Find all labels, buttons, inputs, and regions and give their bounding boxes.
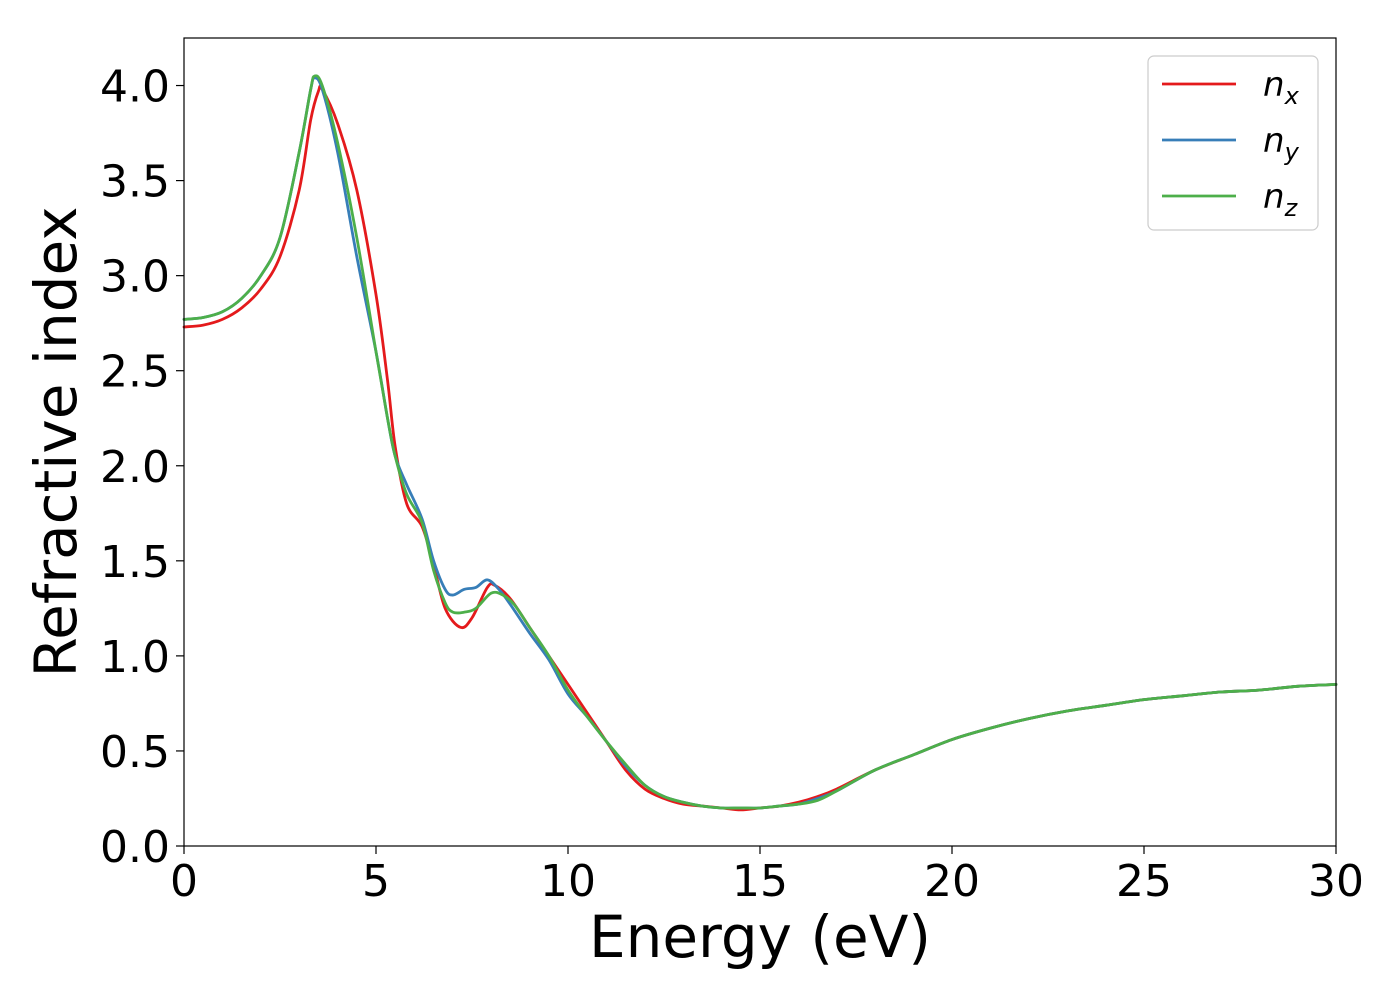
legend: nx ny nz [1147, 55, 1319, 231]
legend-items: nx ny nz [1162, 65, 1300, 222]
y-tick-label: 2.5 [100, 347, 170, 398]
y-tick-label: 4.0 [100, 62, 170, 113]
legend-label-z: nz [1263, 177, 1299, 222]
y-tick-label: 1.5 [100, 537, 170, 588]
legend-label-y: ny [1263, 121, 1300, 166]
y-tick-label: 0.5 [100, 727, 170, 778]
y-tick-label: 1.0 [100, 632, 170, 683]
y-axis-title: Refractive index [22, 206, 90, 677]
x-tick-label: 30 [1308, 856, 1364, 907]
y-tick-label: 0.0 [100, 822, 170, 873]
x-tick-label: 10 [540, 856, 596, 907]
y-tick-label: 3.0 [100, 252, 170, 303]
x-tick-label: 5 [362, 856, 390, 907]
x-tick-label: 15 [732, 856, 788, 907]
x-axis-ticks: 0 5 10 15 20 25 30 [170, 846, 1364, 907]
y-tick-label: 2.0 [100, 442, 170, 493]
series-line-z [182, 74, 1338, 810]
x-tick-label: 0 [170, 856, 198, 907]
plot-area [184, 38, 1336, 846]
series-layer [182, 74, 1338, 812]
y-axis-ticks: 0.0 0.5 1.0 1.5 2.0 2.5 3.0 3.5 4.0 [100, 62, 184, 873]
x-tick-label: 25 [1116, 856, 1172, 907]
x-tick-label: 20 [924, 856, 980, 907]
legend-label-x: nx [1263, 65, 1300, 110]
y-tick-label: 3.5 [100, 157, 170, 208]
legend-box [1147, 55, 1319, 231]
x-axis-title: Energy (eV) [589, 903, 931, 971]
